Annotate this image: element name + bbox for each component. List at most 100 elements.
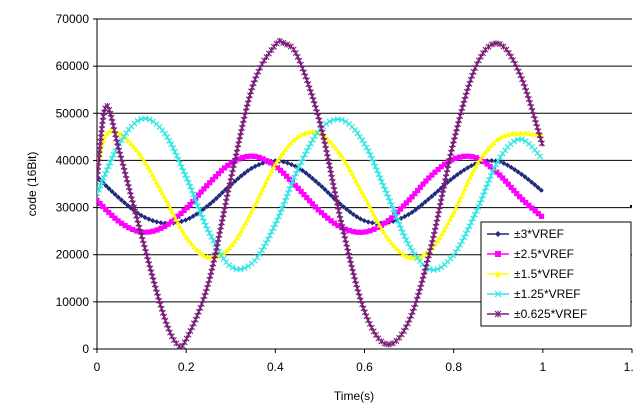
data-point: [236, 156, 242, 162]
series-layer: [97, 37, 545, 349]
data-point: [238, 173, 244, 179]
data-point: [512, 167, 518, 173]
y-tick-label: 20000: [56, 248, 90, 262]
data-point: [277, 209, 284, 216]
data-point: [126, 225, 132, 231]
data-point: [454, 172, 460, 178]
data-point: [369, 155, 376, 162]
data-point: [223, 247, 230, 254]
data-point: [483, 184, 490, 191]
data-point: [232, 237, 238, 244]
data-point: [264, 236, 271, 243]
data-point: [204, 226, 211, 233]
data-point: [175, 219, 181, 226]
data-point: [258, 189, 264, 196]
data-point: [102, 133, 108, 140]
data-point: [491, 165, 498, 172]
data-point: [333, 145, 339, 152]
data-point: [167, 204, 173, 211]
data-point: [242, 219, 249, 226]
data-point: [451, 174, 457, 180]
data-point: [204, 284, 211, 292]
data-point: [138, 212, 144, 219]
data-point: [535, 210, 541, 217]
data-point: [468, 219, 475, 226]
data-point: [480, 152, 486, 159]
data-point: [183, 217, 189, 223]
data-point: [103, 167, 110, 174]
data-point: [258, 247, 265, 254]
data-point: [385, 194, 392, 201]
data-point: [497, 154, 504, 161]
data-point: [301, 191, 307, 198]
data-point: [517, 129, 524, 136]
data-point: [165, 221, 171, 227]
x-tick-label: 1.2: [624, 360, 634, 374]
data-point: [476, 200, 483, 207]
data-point: [504, 162, 511, 168]
right-edge-mark: [630, 205, 632, 207]
data-point: [485, 145, 491, 152]
data-point: [383, 232, 389, 239]
data-point: [281, 170, 287, 176]
data-point: [522, 129, 528, 136]
data-point: [469, 170, 475, 176]
data-point: [404, 253, 410, 259]
data-point: [133, 146, 139, 153]
data-point: [422, 199, 428, 205]
data-point: [367, 228, 373, 234]
data-point: [441, 226, 447, 233]
data-point: [265, 50, 272, 57]
data-point: [244, 153, 250, 160]
data-point: [219, 189, 226, 196]
data-point: [304, 195, 310, 201]
data-point: [283, 193, 290, 201]
data-point: [491, 139, 497, 146]
data-point: [272, 221, 279, 228]
data-point: [508, 184, 514, 191]
data-point: [505, 131, 511, 137]
data-point: [294, 166, 301, 173]
data-point: [367, 151, 374, 158]
data-point: [191, 195, 198, 202]
data-point: [470, 215, 477, 222]
data-point: [509, 130, 515, 137]
data-point: [455, 200, 461, 207]
data-point: [489, 168, 496, 176]
data-point: [179, 218, 185, 225]
data-point: [178, 164, 185, 171]
data-point: [415, 187, 421, 194]
data-point: [475, 159, 481, 166]
data-point: [368, 207, 375, 213]
data-point: [236, 230, 242, 237]
data-point: [315, 207, 321, 213]
data-point: [193, 199, 200, 206]
data-point: [502, 178, 509, 184]
data-point: [359, 188, 365, 195]
data-point: [138, 153, 144, 159]
y-tick-label: 40000: [56, 153, 90, 167]
data-point: [513, 130, 519, 136]
data-point: [103, 183, 109, 189]
data-point: [188, 240, 195, 247]
data-point: [134, 117, 141, 124]
data-point: [443, 223, 449, 229]
data-point: [208, 233, 215, 240]
x-axis-label: Time(s): [334, 389, 374, 403]
data-point: [188, 187, 195, 194]
data-point: [359, 137, 366, 144]
data-point: [388, 202, 395, 209]
data-point: [271, 163, 277, 170]
data-point: [149, 171, 155, 177]
data-point: [432, 169, 438, 175]
data-point: [331, 220, 338, 226]
legend-item: ±2.5*VREF: [487, 247, 574, 261]
data-point: [494, 136, 500, 143]
data-point: [452, 248, 459, 256]
data-point: [238, 227, 245, 233]
data-point: [378, 178, 385, 185]
data-point: [316, 181, 322, 187]
data-point: [190, 191, 197, 198]
data-point: [107, 127, 113, 134]
